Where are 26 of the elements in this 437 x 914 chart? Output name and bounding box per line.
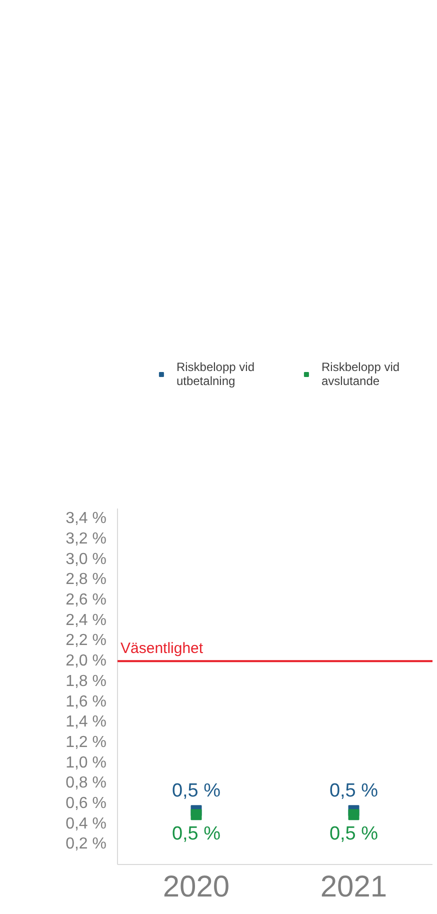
data-label: 0,5 % <box>329 780 378 802</box>
y-tick-label: 1,8 % <box>66 672 107 690</box>
y-tick-label: 3,2 % <box>66 530 107 548</box>
y-tick-label: 2,2 % <box>66 632 107 650</box>
y-tick-label: 1,2 % <box>66 734 107 751</box>
x-tick-label: 2020 <box>162 870 230 904</box>
legend-label: Riskbelopp vid utbetalning <box>176 358 254 388</box>
y-tick-label: 0,2 % <box>66 836 107 853</box>
y-tick-label: 0,8 % <box>66 774 107 792</box>
y-tick-label: 0,4 % <box>66 815 107 832</box>
y-tick-label: 0,6 % <box>66 794 107 812</box>
y-tick-label: 1,6 % <box>66 693 107 710</box>
data-label: 0,5 % <box>172 824 221 845</box>
y-tick-label: 1,4 % <box>66 714 107 731</box>
data-label: 0,5 % <box>172 780 221 802</box>
y-tick-label: 3,0 % <box>66 550 107 568</box>
ref-line-label: Väsentlighet <box>120 640 204 658</box>
y-tick-label: 3,4 % <box>66 510 107 528</box>
x-tick-label: 2021 <box>320 870 388 904</box>
y-tick-label: 2,8 % <box>66 571 107 588</box>
y-tick-label: 2,0 % <box>66 652 107 670</box>
y-tick-label: 2,6 % <box>66 592 107 609</box>
data-label: 0,5 % <box>329 824 378 845</box>
legend-label: Riskbelopp vid avslutande <box>322 358 400 388</box>
y-tick-label: 2,4 % <box>66 612 107 629</box>
y-tick-label: 1,0 % <box>66 754 107 772</box>
